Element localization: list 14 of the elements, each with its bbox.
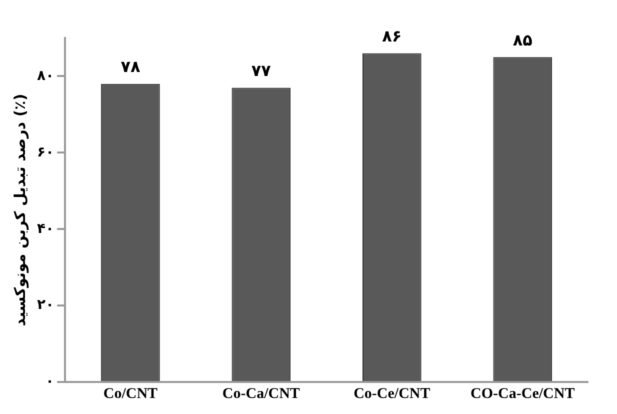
y-tick-label: ۶۰	[36, 144, 54, 160]
y-tick-label: ۰	[46, 374, 54, 390]
y-tick-label: ۸۰	[36, 68, 54, 84]
data-label: ۷۷	[251, 60, 272, 80]
y-tick-label: ۲۰	[36, 297, 54, 314]
y-tick-label: ۴۰	[36, 220, 54, 237]
data-label: ۷۸	[120, 57, 140, 76]
x-tick-label: Co/CNT	[103, 386, 158, 402]
x-tick-label: CO-Ca-Ce/CNT	[470, 386, 575, 402]
y-axis-title: درصد تبدیل کربن مونوکسید (٪)	[10, 94, 29, 326]
x-tick-label: Co-Ca/CNT	[222, 386, 300, 402]
data-label: ۸۵	[512, 30, 533, 50]
data-label: ۸۶	[382, 26, 402, 46]
x-tick-label: Co-Ce/CNT	[354, 386, 430, 402]
